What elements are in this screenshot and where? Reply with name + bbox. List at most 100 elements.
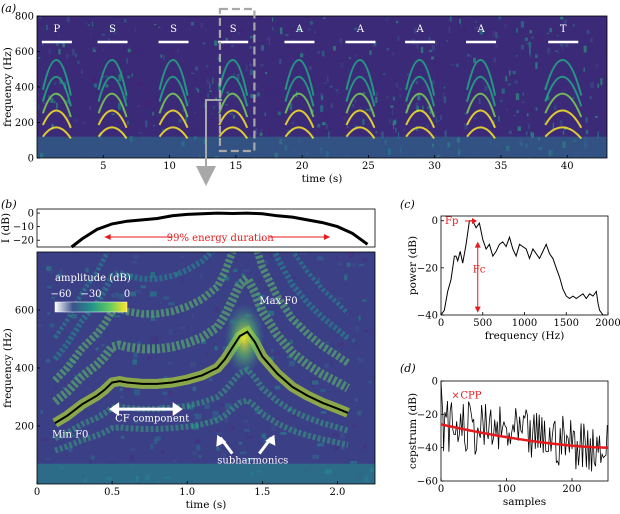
- spectrogram-b-noise: [361, 299, 367, 302]
- cepstrum-ytick-label: −40: [417, 443, 438, 454]
- spectrogram-a-noise: [153, 124, 155, 127]
- spectrogram-b-noise: [364, 329, 369, 333]
- spectrogram-b-noise: [337, 342, 344, 347]
- spectrogram-b-noise: [358, 315, 361, 321]
- spectrogram-a-noise: [48, 95, 51, 98]
- spectrogram-a-noise: [307, 28, 311, 31]
- spectrogram-b-xlabel: time (s): [186, 499, 227, 511]
- spectrogram-b-noise: [120, 435, 125, 439]
- spectrogram-a-noise: [194, 129, 199, 131]
- spectrogram-a-noise: [54, 86, 57, 90]
- spectrogram-b-noise: [162, 391, 168, 395]
- colorbar: [54, 301, 128, 313]
- highlight-window: [218, 7, 256, 153]
- spectrogram-a-noise: [250, 94, 254, 99]
- spectrogram-a-xtick-label: 30: [428, 161, 441, 172]
- spectrogram-b-noise: [288, 360, 295, 367]
- spectrogram-a-noise: [414, 27, 417, 35]
- spectrogram-a-noise: [559, 16, 564, 20]
- spectrogram-a-noise: [163, 54, 165, 61]
- spectrogram-b-harmonic: [52, 271, 351, 406]
- spectrum-xlabel: frequency (Hz): [485, 330, 565, 342]
- spectrogram-b-noise: [190, 362, 197, 368]
- max-f0-label: Max F0: [259, 296, 297, 307]
- intensity-ytick-label: −10: [13, 222, 34, 233]
- spectrogram-a-noise: [464, 112, 468, 115]
- spectrum-axes-frame: [440, 215, 609, 316]
- spectrogram-a-noise: [517, 126, 521, 132]
- panel-label-c: (c): [400, 198, 415, 211]
- spectrogram-b-noise: [312, 380, 319, 385]
- energy-duration-label: 99% energy duration: [167, 233, 275, 244]
- spectrogram-a-noise: [264, 112, 266, 116]
- spectrogram-b-noise: [336, 297, 344, 300]
- spectrogram-a-noise: [92, 47, 96, 51]
- spectrogram-a-noise: [50, 98, 54, 103]
- spectrogram-a-noise: [460, 23, 462, 27]
- spectrogram-a-noise: [205, 28, 207, 34]
- spectrogram-a-noise: [134, 51, 137, 54]
- spectrogram-a-noise: [560, 44, 564, 47]
- spectrogram-a-noise: [197, 88, 200, 93]
- zoom-arrow: [196, 99, 222, 186]
- spectrogram-a-harmonic: [41, 109, 72, 129]
- spectrogram-a-noise: [375, 96, 378, 104]
- spectrogram-a-noise: [208, 83, 211, 90]
- spectrogram-b-noise: [241, 273, 245, 277]
- spectrogram-b-noise: [275, 417, 280, 423]
- spectrogram-a-noise: [499, 76, 501, 83]
- spectrogram-a-noise: [397, 132, 400, 139]
- spectrogram-b-noise: [71, 313, 77, 319]
- spectrogram-a-noise: [285, 34, 289, 36]
- spectrogram-a-xlabel: time (s): [302, 173, 343, 185]
- spectrogram-b-noise: [119, 388, 124, 391]
- spectrogram-a-noise: [332, 51, 336, 55]
- spectrogram-a-noise: [276, 89, 279, 94]
- spectrogram-a-harmonic: [218, 92, 249, 118]
- segment-label: A: [415, 24, 424, 35]
- spectrogram-a-harmonic: [466, 92, 497, 118]
- fp-label: Fp: [445, 216, 458, 227]
- spectrogram-b-noise: [70, 434, 75, 438]
- spectrogram-a-noise: [362, 119, 365, 125]
- spectrogram-a-harmonic: [158, 126, 189, 140]
- intensity-ylabel: I (dB): [0, 213, 12, 243]
- spectrogram-a-harmonic: [405, 92, 436, 118]
- spectrogram-a-noise: [436, 71, 439, 78]
- spectrogram-a-noise: [53, 27, 56, 29]
- spectrogram-b-noise: [51, 296, 56, 300]
- spectrogram-b-noise: [192, 386, 196, 392]
- spectrogram-a-noise: [465, 119, 468, 125]
- spectrogram-a-noise: [369, 108, 371, 112]
- spectrogram-a-xtick-label: 35: [495, 161, 508, 172]
- spectrogram-b-noise: [135, 289, 143, 294]
- fc-arrow-head-down: [474, 306, 481, 313]
- spectrogram-a-noise: [154, 23, 157, 26]
- spectrogram-a-noise: [415, 102, 419, 109]
- spectrogram-a-noise: [585, 117, 588, 123]
- colorbar-label: amplitude (dB): [55, 273, 131, 284]
- spectrogram-b-ytick-label: 600: [15, 306, 34, 317]
- spectrogram-a-noise: [105, 84, 109, 88]
- spectrogram-a-noise: [544, 119, 546, 124]
- spectrogram-a-ytick-label: 0: [28, 154, 34, 165]
- spectrogram-a-noise: [522, 92, 524, 96]
- f0-contour: [54, 330, 349, 424]
- spectrogram-b-noise: [62, 386, 65, 389]
- spectrogram-b-xtick-label: 0.5: [104, 487, 120, 498]
- spectrogram-a-noise: [471, 91, 475, 96]
- spectrogram-b-noise: [345, 311, 352, 314]
- spectrum-xtick-label: 2000: [595, 318, 620, 329]
- cepstrum-axes-frame: [440, 380, 609, 482]
- spectrogram-b-noise: [269, 252, 276, 257]
- spectrogram-b-noise: [150, 443, 154, 450]
- spectrogram-a-noise: [125, 93, 128, 100]
- spectrogram-a-harmonic: [544, 92, 583, 118]
- spectrogram-b-noise: [233, 268, 238, 273]
- spectrogram-a-noise: [152, 111, 154, 116]
- spectrogram-a-noise: [572, 24, 575, 27]
- spectrogram-a-noise: [300, 53, 304, 58]
- spectrogram-a-noise: [473, 57, 476, 64]
- spectrogram-b-noise: [246, 436, 254, 439]
- spectrogram-b-noise: [133, 346, 138, 353]
